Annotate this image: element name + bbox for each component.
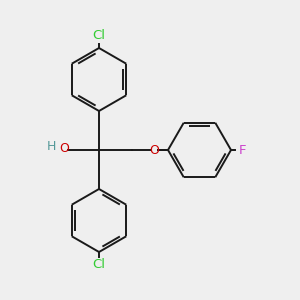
Text: O: O [150, 143, 159, 157]
Text: H: H [47, 140, 57, 153]
Text: Cl: Cl [92, 29, 106, 42]
Text: F: F [239, 143, 246, 157]
Text: Cl: Cl [92, 258, 106, 271]
Text: O: O [60, 142, 69, 155]
